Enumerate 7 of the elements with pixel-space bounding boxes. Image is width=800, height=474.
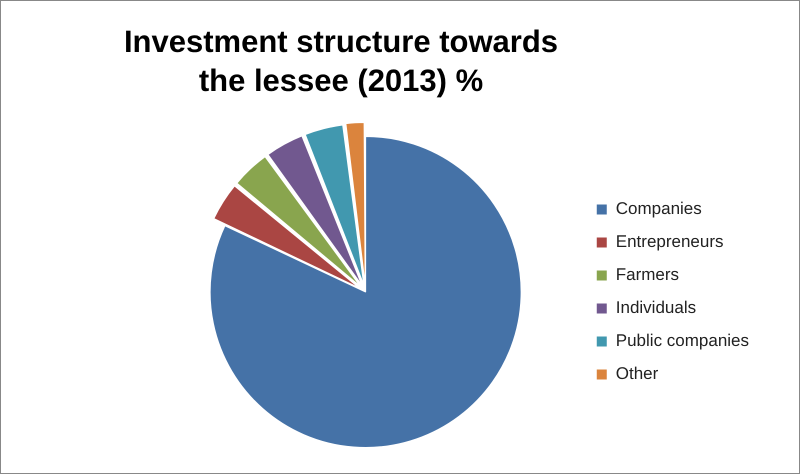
legend-label: Farmers [616, 265, 680, 284]
chart-title: Investment structure towards the lessee (2013) % [122, 23, 560, 100]
legend-label: Public companies [616, 331, 750, 350]
legend-label: Companies [616, 199, 702, 218]
legend-label: Entrepreneurs [616, 232, 724, 252]
legend-label: Individuals [616, 298, 696, 318]
legend-label: Other [616, 364, 659, 384]
